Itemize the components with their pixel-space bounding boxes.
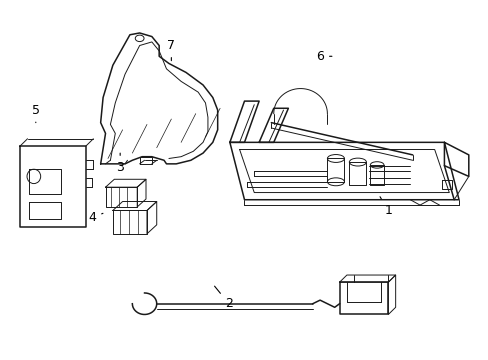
Text: 3: 3 [116, 153, 124, 174]
Text: 6: 6 [316, 50, 331, 63]
Text: 4: 4 [88, 211, 103, 224]
Text: 7: 7 [167, 39, 175, 61]
Text: 5: 5 [32, 104, 40, 123]
Text: 1: 1 [379, 197, 391, 217]
Text: 2: 2 [214, 286, 232, 310]
